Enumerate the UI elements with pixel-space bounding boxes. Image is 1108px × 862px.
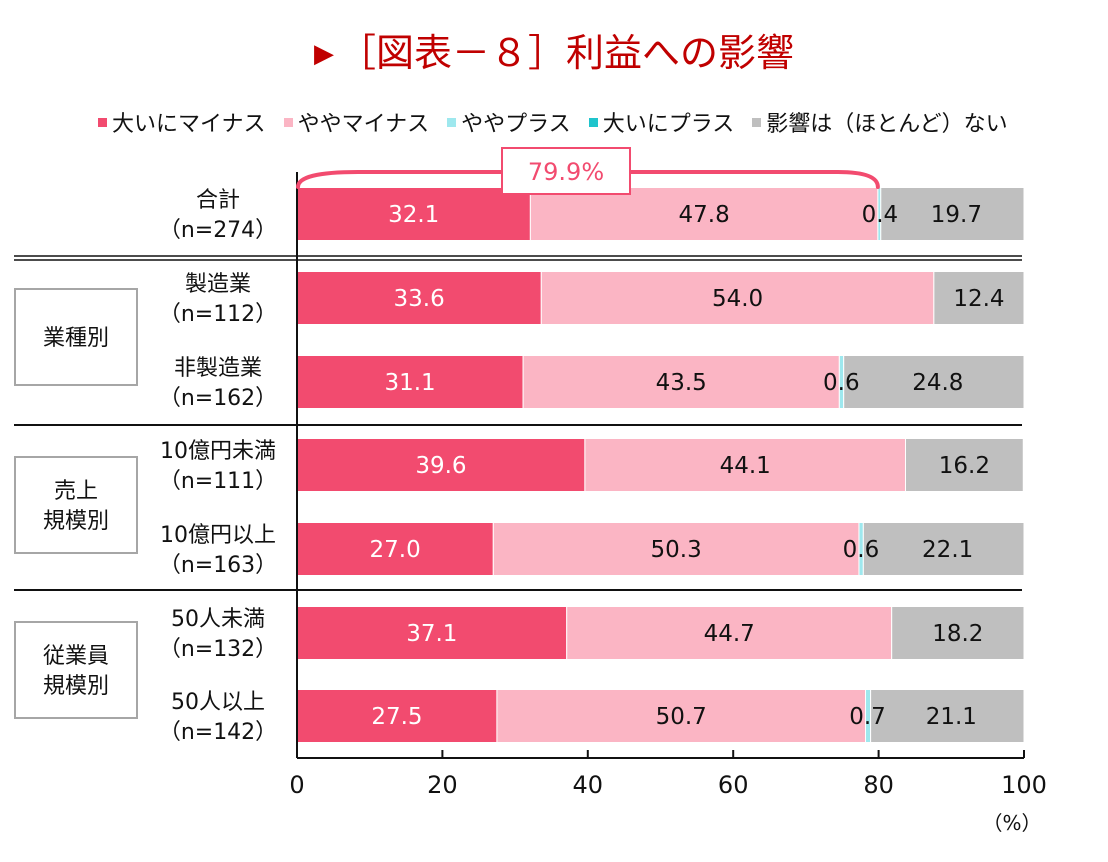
category-n-label: （n=142） (159, 720, 277, 745)
bar-segment-2 (584, 438, 906, 492)
legend-swatch (283, 117, 293, 127)
category-n-label: （n=112） (159, 302, 277, 327)
data-label: 0.6 (823, 370, 860, 396)
title-marker-icon: ▶ (313, 39, 334, 69)
group-label: 規模別 (43, 674, 109, 699)
legend-swatch (588, 117, 598, 127)
bar-segment-1 (296, 355, 524, 409)
bar-segment-1 (296, 522, 494, 576)
annotation-label: 79.9% (528, 158, 604, 186)
legend-swatch (98, 117, 107, 127)
data-label: 19.7 (931, 202, 982, 228)
legend-label: ややマイナス (297, 112, 430, 137)
bar-segment-2 (496, 689, 867, 743)
category-label: 50人以上 (171, 690, 265, 715)
x-tick-label: 40 (573, 771, 604, 799)
title-text: ［図表－８］利益への影響 (337, 31, 794, 75)
legend-item-slight-minus: ややマイナス (283, 106, 430, 138)
category-n-label: （n=163） (159, 553, 277, 578)
legend: 大いにマイナス ややマイナス ややプラス 大いにプラス 影響は（ほとんど）ない (98, 106, 1026, 138)
category-label: 10億円未満 (160, 439, 276, 464)
group-label: 規模別 (43, 509, 109, 534)
x-tick-label: 60 (718, 771, 749, 799)
bar-segment-1 (296, 187, 531, 241)
x-tick-label: 0 (289, 771, 304, 799)
data-label: 24.8 (912, 370, 963, 396)
bar-segment-1 (296, 271, 542, 325)
data-label: 44.1 (720, 453, 771, 479)
data-label: 12.4 (953, 286, 1004, 312)
category-n-label: （n=111） (159, 469, 277, 494)
legend-item-strong-plus: 大いにプラス (588, 106, 735, 138)
data-label: 31.1 (384, 370, 435, 396)
data-label: 16.2 (939, 453, 990, 479)
category-label: 非製造業 (174, 356, 262, 381)
data-label: 0.4 (862, 202, 899, 228)
category-label: 合計 (196, 188, 240, 213)
bar-segment-5 (843, 355, 1025, 409)
data-label: 50.3 (651, 537, 702, 563)
group-label: 売上 (54, 479, 98, 504)
data-label: 21.1 (926, 704, 977, 730)
category-n-label: （n=274） (159, 218, 277, 243)
data-label: 32.1 (388, 202, 439, 228)
bar-segment-1 (296, 438, 586, 492)
bar-segment-2 (540, 271, 935, 325)
data-label: 22.1 (922, 537, 973, 563)
group-label: 従業員 (43, 644, 109, 669)
bar-segment-5 (904, 438, 1024, 492)
bar-segment-5 (880, 187, 1025, 241)
legend-label: 影響は（ほとんど）ない (766, 112, 1008, 137)
annotation-brace (296, 170, 880, 189)
x-tick-label: 80 (863, 771, 894, 799)
group-box (14, 456, 138, 554)
data-label: 50.7 (656, 704, 707, 730)
bar-segment-2 (492, 522, 860, 576)
data-label: 37.1 (406, 621, 457, 647)
legend-item-no-impact: 影響は（ほとんど）ない (752, 106, 1008, 138)
bar-segment-5 (891, 606, 1025, 660)
legend-label: 大いにマイナス (112, 112, 266, 137)
legend-label: 大いにプラス (602, 112, 735, 137)
bar-segment-2 (522, 355, 840, 409)
category-label: 50人未満 (171, 607, 265, 632)
bar-segment-5 (862, 522, 1025, 576)
data-label: 54.0 (712, 286, 763, 312)
category-n-label: （n=162） (159, 386, 277, 411)
chart-title: ▶ ［図表－８］利益への影響 (0, 28, 1108, 79)
data-label: 44.7 (704, 621, 755, 647)
data-label: 27.5 (371, 704, 422, 730)
legend-swatch (752, 117, 762, 127)
legend-item-slight-plus: ややプラス (447, 106, 571, 138)
x-tick-label: 100 (1001, 771, 1047, 799)
bar-segment-1 (296, 689, 498, 743)
category-label: 10億円以上 (160, 523, 276, 548)
data-label: 39.6 (415, 453, 466, 479)
data-label: 43.5 (656, 370, 707, 396)
category-label: 製造業 (185, 272, 251, 297)
x-tick-label: 20 (427, 771, 458, 799)
legend-label: ややプラス (461, 112, 571, 137)
legend-swatch (447, 117, 457, 127)
data-label: 18.2 (932, 621, 983, 647)
data-label: 47.8 (679, 202, 730, 228)
annotation-box (501, 147, 631, 195)
group-box (14, 621, 138, 719)
data-label: 27.0 (370, 537, 421, 563)
bar-segment-5 (933, 271, 1025, 325)
data-label: 0.7 (849, 704, 886, 730)
bar-segment-2 (529, 187, 879, 241)
x-unit-label: （%） (982, 811, 1041, 835)
bar-segment-5 (870, 689, 1025, 743)
group-box (14, 288, 138, 386)
bar-segment-2 (566, 606, 893, 660)
data-label: 0.6 (843, 537, 880, 563)
group-label: 業種別 (43, 326, 109, 351)
category-n-label: （n=132） (159, 637, 277, 662)
legend-item-strong-minus: 大いにマイナス (98, 106, 266, 138)
data-label: 33.6 (394, 286, 445, 312)
